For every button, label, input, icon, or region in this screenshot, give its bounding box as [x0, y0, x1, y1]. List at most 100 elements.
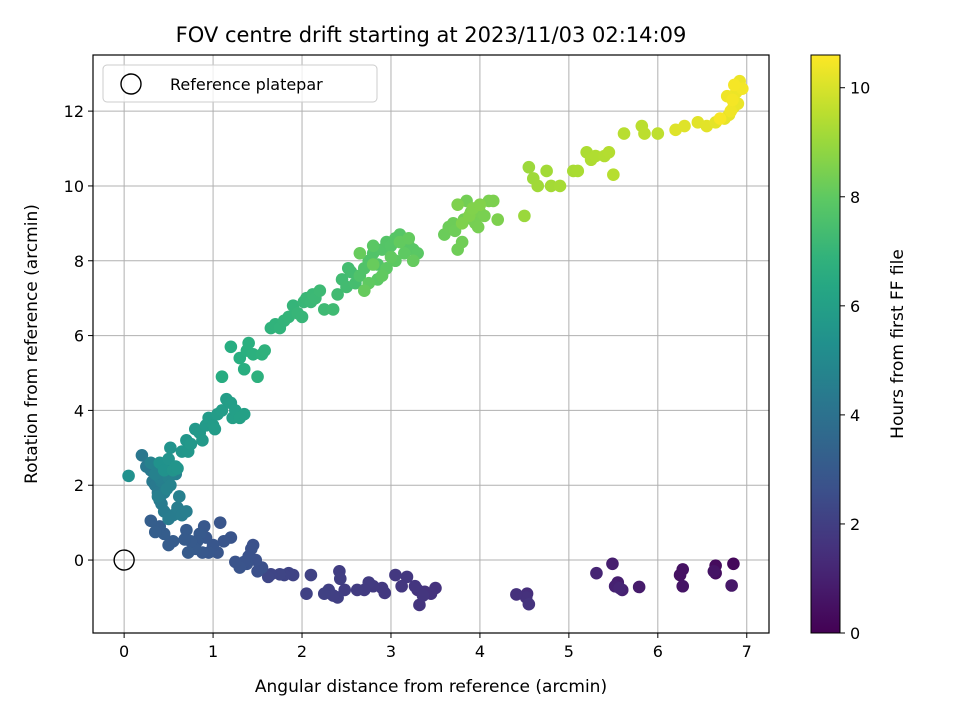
- data-point: [402, 232, 416, 245]
- colorbar-gradient: [810, 54, 841, 634]
- data-point: [215, 370, 229, 384]
- data-point: [607, 168, 620, 182]
- data-point: [606, 557, 619, 571]
- data-point: [224, 340, 238, 354]
- data-point: [178, 533, 191, 546]
- data-point: [707, 564, 721, 578]
- data-point: [162, 538, 175, 552]
- x-axis-label: Angular distance from reference (arcmin): [255, 677, 607, 697]
- data-point: [242, 336, 255, 350]
- data-point: [196, 434, 209, 447]
- y-tick-label: 12: [64, 102, 84, 121]
- data-point: [148, 525, 162, 539]
- data-point: [237, 407, 251, 421]
- y-tick-label: 0: [74, 551, 84, 570]
- data-point: [213, 516, 227, 529]
- legend: Reference platepar: [102, 64, 378, 103]
- colorbar-label: Hours from first FF file: [888, 249, 908, 439]
- colorbar-tick-label: 2: [850, 515, 860, 534]
- data-point: [208, 422, 222, 436]
- data-point: [473, 198, 487, 211]
- data-point: [553, 179, 567, 193]
- data-point: [313, 284, 327, 297]
- data-point: [180, 505, 193, 518]
- plot-area-frame: [92, 54, 770, 634]
- data-points: [122, 74, 749, 612]
- x-axis-ticks: 0 1 2 3 4 5 6 7: [119, 633, 752, 661]
- data-point: [333, 572, 347, 586]
- colorbar-tick-label: 10: [850, 79, 870, 98]
- data-point: [144, 456, 158, 470]
- data-point: [122, 469, 135, 483]
- data-point: [589, 149, 602, 163]
- data-point: [678, 119, 691, 133]
- data-point: [540, 164, 553, 178]
- data-point: [590, 566, 603, 580]
- legend-marker-icon: [120, 73, 142, 95]
- data-point: [406, 254, 420, 268]
- data-point: [135, 448, 149, 462]
- data-point: [455, 235, 469, 249]
- data-point: [676, 579, 690, 593]
- data-point: [478, 209, 491, 223]
- data-point: [571, 164, 585, 178]
- reference-marker: [113, 549, 135, 571]
- data-point: [350, 583, 364, 597]
- data-point: [164, 441, 177, 455]
- data-point: [237, 362, 251, 376]
- data-point: [398, 246, 411, 260]
- data-point: [638, 127, 651, 140]
- data-point: [217, 535, 231, 548]
- data-point: [317, 303, 331, 316]
- data-point: [522, 597, 536, 611]
- reference-platepar-marker: [113, 549, 135, 571]
- colorbar-tick-label: 0: [850, 624, 860, 643]
- data-point: [471, 220, 485, 234]
- colorbar-tick-label: 6: [850, 297, 860, 316]
- data-point: [181, 546, 195, 559]
- data-point: [617, 127, 631, 140]
- legend-box: [102, 64, 378, 103]
- data-point: [726, 93, 739, 107]
- y-axis-label: Rotation from reference (arcmin): [22, 204, 42, 484]
- y-axis-ticks: 0 2 4 6 8 10 12: [64, 102, 93, 570]
- data-point: [651, 127, 665, 140]
- data-point: [184, 437, 198, 451]
- x-tick-label: 7: [742, 642, 752, 661]
- data-point: [408, 579, 422, 593]
- data-point: [375, 269, 389, 283]
- data-point: [273, 567, 287, 581]
- colorbar-ticks: 0 2 4 6 8 10: [840, 79, 870, 643]
- data-point: [395, 579, 408, 593]
- x-tick-label: 2: [297, 642, 307, 661]
- data-point: [304, 568, 318, 582]
- data-point: [331, 288, 344, 301]
- data-point: [491, 213, 505, 226]
- data-point: [366, 258, 380, 271]
- data-point: [215, 404, 229, 417]
- data-point: [317, 587, 331, 601]
- data-point: [416, 589, 430, 602]
- colorbar-tick-label: 8: [850, 188, 860, 207]
- data-point: [326, 303, 340, 316]
- x-tick-label: 6: [653, 642, 663, 661]
- data-point: [357, 284, 371, 297]
- data-point: [157, 463, 171, 477]
- data-point: [632, 580, 646, 594]
- data-point: [389, 568, 402, 582]
- x-tick-label: 0: [119, 642, 129, 661]
- x-tick-label: 3: [386, 642, 396, 661]
- data-point: [400, 570, 414, 584]
- data-point: [229, 555, 242, 569]
- data-point: [451, 198, 464, 211]
- data-point: [300, 587, 313, 601]
- data-point: [171, 462, 184, 475]
- colorbar-tick-label: 4: [850, 406, 860, 425]
- data-point: [613, 581, 626, 595]
- x-tick-label: 4: [475, 642, 485, 661]
- data-point: [180, 523, 193, 537]
- data-point: [727, 557, 740, 571]
- y-tick-label: 2: [74, 476, 84, 495]
- x-tick-label: 5: [564, 642, 574, 661]
